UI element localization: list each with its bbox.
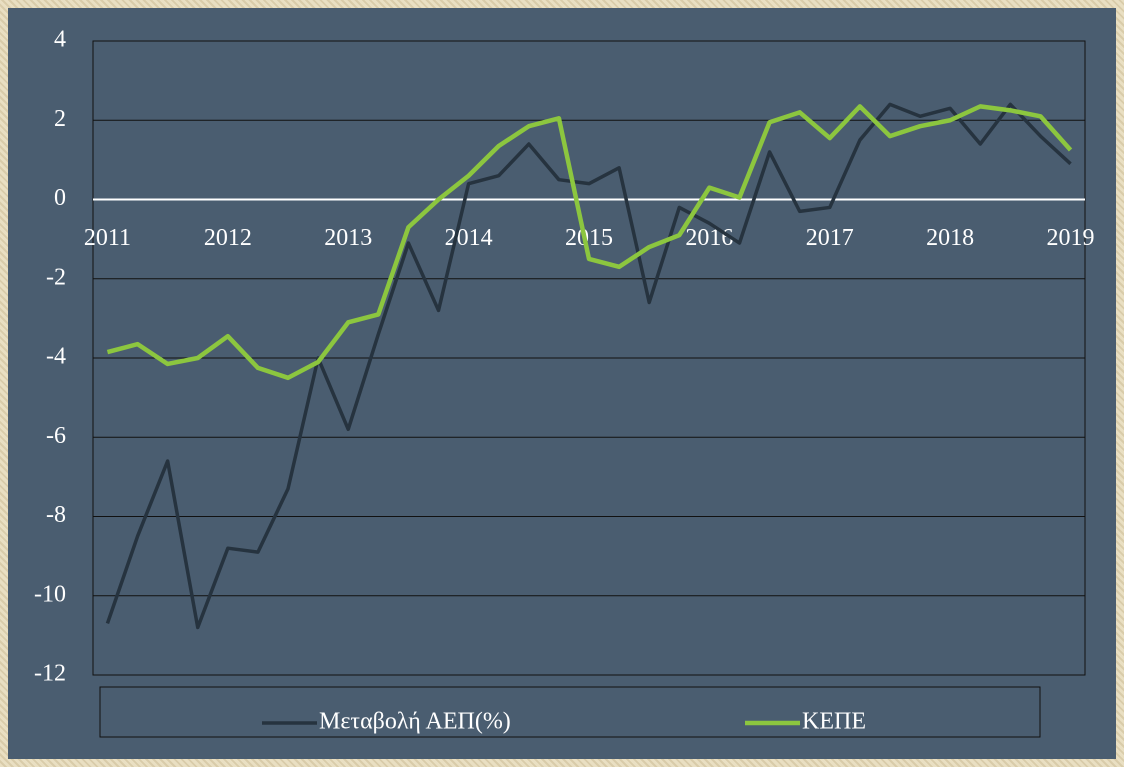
- x-tick-label: 2016: [685, 225, 733, 251]
- x-tick-label: 2012: [204, 225, 252, 251]
- y-tick-label: -12: [34, 661, 66, 687]
- x-tick-label: 2011: [84, 225, 131, 251]
- y-tick-label: -6: [46, 423, 66, 449]
- x-tick-label: 2015: [565, 225, 613, 251]
- y-tick-label: 4: [54, 27, 66, 53]
- x-tick-label: 2017: [806, 225, 854, 251]
- y-tick-label: 0: [54, 185, 66, 211]
- x-tick-label: 2013: [324, 225, 372, 251]
- y-tick-label: 2: [54, 106, 66, 132]
- x-tick-label: 2019: [1047, 225, 1095, 251]
- legend-label: ΚΕΠΕ: [802, 709, 866, 735]
- legend-box: [99, 686, 1041, 738]
- y-tick-label: -4: [46, 344, 66, 370]
- x-tick-label: 2018: [926, 225, 974, 251]
- data-line: [106, 104, 1073, 381]
- data-line: [105, 102, 1072, 630]
- y-tick-label: -2: [46, 264, 66, 290]
- y-tick-label: -10: [34, 581, 66, 607]
- legend-label: Μεταβολή ΑΕΠ(%): [319, 709, 511, 735]
- y-tick-label: -8: [46, 502, 66, 528]
